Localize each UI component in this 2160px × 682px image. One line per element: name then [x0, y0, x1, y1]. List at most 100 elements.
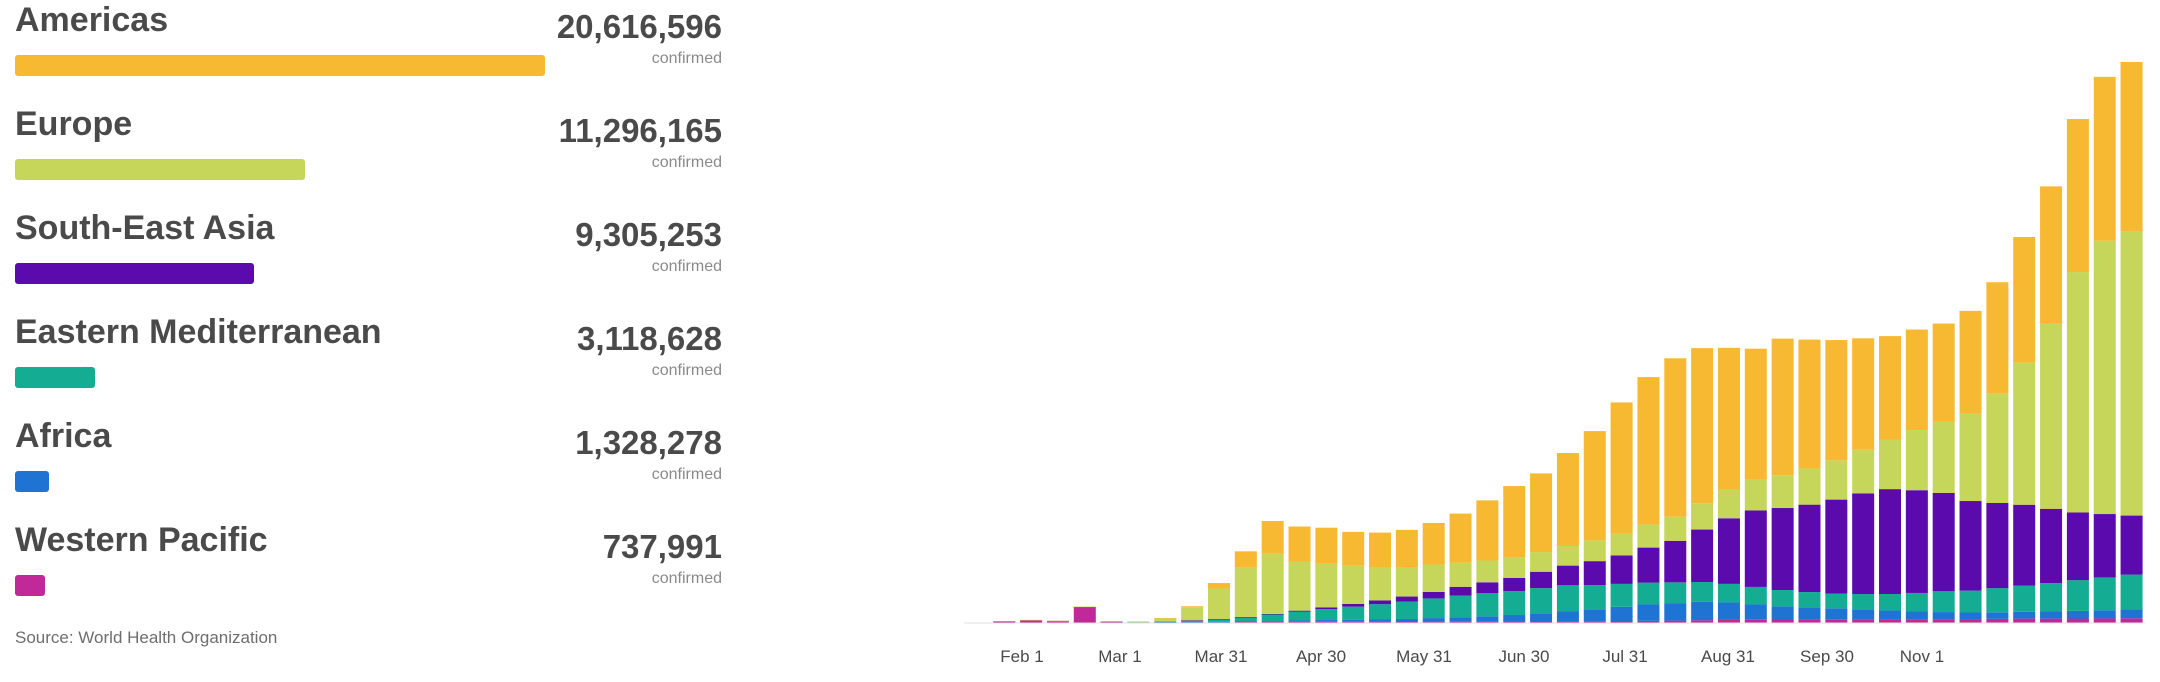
- x-tick-label: Sep 30: [1800, 647, 1854, 666]
- region-row[interactable]: Americas 20,616,596 confirmed: [0, 0, 740, 104]
- bar-western-pacific: [1556, 621, 1579, 623]
- bar-africa: [1879, 610, 1902, 620]
- bar-eastern-mediterranean: [1556, 585, 1579, 612]
- x-tick-label: Mar 31: [1195, 647, 1248, 666]
- bar-americas: [1583, 431, 1606, 541]
- bar-south-east-asia: [2013, 504, 2036, 586]
- bar-europe: [1932, 421, 1955, 493]
- bar-western-pacific: [1261, 621, 1284, 623]
- bar-south-east-asia: [1717, 518, 1740, 584]
- bar-africa: [2093, 610, 2116, 619]
- bar-europe: [1020, 619, 1043, 621]
- bar-europe: [1556, 545, 1579, 566]
- x-tick-label: Mar 1: [1098, 647, 1141, 666]
- region-row[interactable]: Western Pacific 737,991 confirmed: [0, 520, 740, 624]
- bar-americas: [1664, 358, 1687, 517]
- bar-africa: [1744, 604, 1767, 620]
- bar-americas: [1288, 526, 1311, 562]
- bar-africa: [1691, 601, 1714, 621]
- bar-western-pacific: [1986, 618, 2009, 623]
- bar-south-east-asia: [1288, 610, 1311, 612]
- bar-americas: [1476, 500, 1499, 561]
- region-row[interactable]: Europe 11,296,165 confirmed: [0, 104, 740, 208]
- bar-americas: [1207, 583, 1230, 589]
- bar-americas: [1986, 282, 2009, 394]
- bar-south-east-asia: [1852, 493, 1875, 595]
- bar-europe: [1342, 565, 1365, 604]
- bar-eastern-mediterranean: [1503, 590, 1526, 616]
- chart-bars: [966, 62, 2143, 624]
- x-tick-label: Jul 31: [1602, 647, 1647, 666]
- bar-eastern-mediterranean: [1852, 594, 1875, 610]
- bar-americas: [1771, 338, 1794, 476]
- bar-africa: [1771, 606, 1794, 620]
- region-unit: confirmed: [651, 258, 722, 275]
- bar-eastern-mediterranean: [1476, 593, 1499, 617]
- bar-americas: [1932, 323, 1955, 422]
- bar-south-east-asia: [1503, 577, 1526, 591]
- bar-europe: [1422, 564, 1445, 592]
- bar-africa: [1234, 621, 1257, 623]
- cases-chart: Feb 1 Mar 1 Mar 31 Apr 30 May 31 Jun 30 Jul 31…: [964, 62, 2145, 666]
- bar-eastern-mediterranean: [1717, 583, 1740, 603]
- bar-americas: [1181, 606, 1204, 608]
- bar-eastern-mediterranean: [2040, 583, 2063, 612]
- x-tick-label: Jun 30: [1498, 647, 1549, 666]
- bar-europe: [1288, 561, 1311, 611]
- region-row[interactable]: Africa 1,328,278 confirmed: [0, 416, 740, 520]
- bar-europe: [1717, 489, 1740, 519]
- bar-europe: [1825, 460, 1848, 500]
- bar-europe: [1369, 567, 1392, 601]
- bar-eastern-mediterranean: [1637, 582, 1660, 605]
- bar-eastern-mediterranean: [1154, 621, 1177, 623]
- bar-americas: [1234, 551, 1257, 568]
- bar-africa: [1154, 622, 1177, 623]
- bar-africa: [1207, 621, 1230, 623]
- bar-western-pacific: [1744, 619, 1767, 623]
- bar-europe: [1879, 439, 1902, 490]
- bar-western-pacific: [1530, 621, 1553, 623]
- bar-eastern-mediterranean: [1986, 588, 2009, 613]
- bar-eastern-mediterranean: [2013, 585, 2036, 612]
- bar-europe: [1503, 557, 1526, 578]
- bar-south-east-asia: [1422, 591, 1445, 599]
- bar-south-east-asia: [1825, 499, 1848, 594]
- bar-eastern-mediterranean: [1879, 594, 1902, 611]
- bar-americas: [1959, 310, 1982, 414]
- bar-europe: [1771, 475, 1794, 509]
- bar-africa: [1181, 622, 1204, 623]
- bar-western-pacific: [1288, 621, 1311, 623]
- bar-africa: [1798, 607, 1821, 620]
- bar-western-pacific: [2040, 618, 2063, 623]
- bar-americas: [1825, 340, 1848, 461]
- source-note: Source: World Health Organization: [15, 628, 278, 647]
- bar-south-east-asia: [1315, 607, 1338, 610]
- bar-eastern-mediterranean: [1825, 593, 1848, 609]
- bar-eastern-mediterranean: [1369, 604, 1392, 620]
- region-bar: [15, 367, 96, 388]
- bar-south-east-asia: [1986, 503, 2009, 589]
- bar-south-east-asia: [2093, 514, 2116, 578]
- x-tick-label: Nov 1: [1900, 647, 1944, 666]
- region-row[interactable]: Eastern Mediterranean 3,118,628 confirmed: [0, 312, 740, 416]
- region-row[interactable]: South-East Asia 9,305,253 confirmed: [0, 208, 740, 312]
- bar-western-pacific: [1449, 621, 1472, 623]
- bar-americas: [1744, 348, 1767, 480]
- region-bar: [15, 471, 49, 492]
- bar-africa: [1503, 615, 1526, 622]
- bar-eastern-mediterranean: [1959, 590, 1982, 613]
- chart-tick-labels: Feb 1 Mar 1 Mar 31 Apr 30 May 31 Jun 30 Jul 31…: [1000, 647, 1944, 666]
- bar-africa: [1959, 612, 1982, 620]
- region-name: Africa: [15, 417, 112, 455]
- bar-western-pacific: [1664, 620, 1687, 623]
- bar-africa: [1932, 612, 1955, 620]
- bar-south-east-asia: [2066, 512, 2089, 581]
- bar-africa: [1342, 619, 1365, 622]
- bar-africa: [1449, 617, 1472, 622]
- bar-western-pacific: [1771, 619, 1794, 623]
- region-legend: Americas 20,616,596 confirmed Europe 11,296,…: [0, 0, 760, 682]
- bar-americas: [1610, 402, 1633, 534]
- bar-western-pacific: [1583, 621, 1606, 623]
- bar-eastern-mediterranean: [1798, 592, 1821, 608]
- bar-africa: [1369, 619, 1392, 622]
